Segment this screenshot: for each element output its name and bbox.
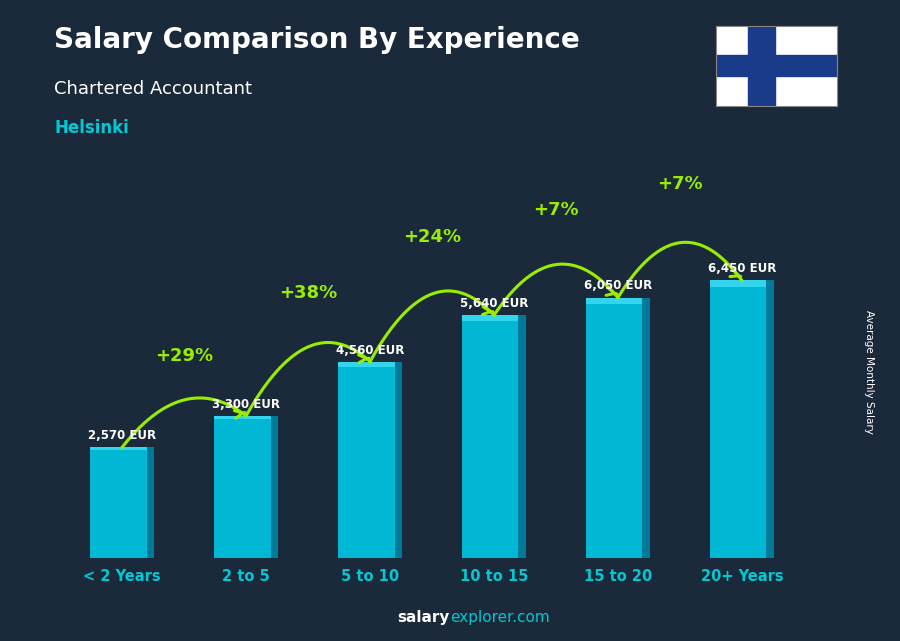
Bar	[709, 280, 766, 558]
Bar	[586, 297, 643, 304]
Text: 5,640 EUR: 5,640 EUR	[460, 297, 528, 310]
Text: 4,560 EUR: 4,560 EUR	[336, 344, 404, 356]
Text: 6,450 EUR: 6,450 EUR	[707, 262, 776, 275]
Text: +7%: +7%	[657, 175, 703, 193]
Text: 3,300 EUR: 3,300 EUR	[212, 397, 280, 411]
Text: +24%: +24%	[403, 228, 461, 246]
Bar	[214, 416, 271, 558]
Bar	[748, 26, 775, 106]
Text: +7%: +7%	[533, 201, 579, 219]
Bar	[147, 447, 155, 558]
Bar	[394, 362, 402, 558]
Bar	[643, 297, 650, 558]
Bar	[462, 315, 518, 558]
Text: Salary Comparison By Experience: Salary Comparison By Experience	[54, 26, 580, 54]
Bar	[338, 362, 394, 367]
Text: 2,570 EUR: 2,570 EUR	[88, 429, 157, 442]
Bar	[90, 447, 147, 450]
Bar	[338, 362, 394, 558]
Bar	[90, 447, 147, 558]
Text: +38%: +38%	[279, 283, 338, 301]
Bar	[709, 280, 766, 287]
Text: Average Monthly Salary: Average Monthly Salary	[863, 310, 874, 434]
Bar	[716, 55, 837, 76]
Text: salary: salary	[398, 610, 450, 625]
Text: explorer.com: explorer.com	[450, 610, 550, 625]
Bar	[586, 297, 643, 558]
Bar	[214, 416, 271, 419]
Bar	[766, 280, 774, 558]
Bar	[271, 416, 278, 558]
Bar	[518, 315, 526, 558]
Text: Helsinki: Helsinki	[54, 119, 129, 137]
Text: 6,050 EUR: 6,050 EUR	[584, 279, 652, 292]
Text: +29%: +29%	[155, 347, 213, 365]
Bar	[462, 315, 518, 321]
Text: Chartered Accountant: Chartered Accountant	[54, 80, 252, 98]
